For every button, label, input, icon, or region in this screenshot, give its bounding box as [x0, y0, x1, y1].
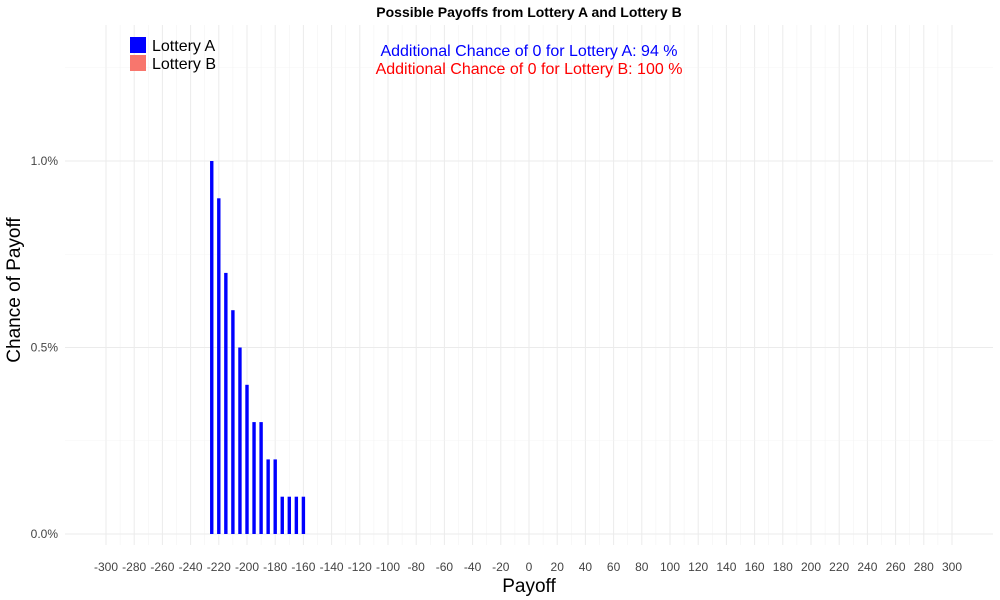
x-tick-label: -80: [408, 560, 426, 574]
annotation-lottery-b: Additional Chance of 0 for Lottery B: 10…: [376, 61, 683, 78]
y-tick-label: 0.0%: [31, 527, 59, 541]
x-tick-label: -180: [263, 560, 287, 574]
x-tick-label: 180: [773, 560, 793, 574]
bar-lottery-a: [210, 161, 214, 534]
x-tick-label: -300: [94, 560, 118, 574]
x-tick-label: -120: [348, 560, 372, 574]
x-axis-title: Payoff: [502, 576, 556, 597]
bar-lottery-a: [259, 422, 263, 534]
x-tick-label: 20: [551, 560, 565, 574]
y-tick-labels: 0.0% 0.5% 1.0%: [31, 154, 59, 541]
x-tick-label: 60: [607, 560, 621, 574]
bar-lottery-a: [245, 384, 249, 534]
y-tick-label: 0.5%: [31, 341, 59, 355]
legend-swatch-lottery-b: [130, 55, 146, 71]
bar-lottery-a: [280, 496, 284, 534]
x-tick-label: -220: [207, 560, 231, 574]
chart-title: Possible Payoffs from Lottery A and Lott…: [376, 4, 681, 20]
x-tick-label: 120: [688, 560, 708, 574]
legend-label-lottery-b: Lottery B: [152, 56, 216, 73]
x-tick-label: -160: [291, 560, 315, 574]
bar-lottery-a: [231, 310, 235, 534]
legend-label-lottery-a: Lottery A: [152, 38, 215, 55]
grid-lines: [65, 25, 993, 545]
legend-swatch-lottery-a: [130, 37, 146, 53]
x-tick-label: 100: [660, 560, 680, 574]
x-tick-label: -20: [492, 560, 510, 574]
bars: [210, 161, 306, 535]
x-tick-label: -240: [179, 560, 203, 574]
x-tick-label: 260: [886, 560, 906, 574]
legend: Lottery A Lottery B: [130, 37, 216, 73]
bar-lottery-a: [294, 496, 299, 534]
x-tick-label: -140: [320, 560, 344, 574]
bar-lottery-a: [217, 198, 221, 535]
x-tick-label: 160: [745, 560, 765, 574]
y-tick-label: 1.0%: [31, 154, 59, 168]
x-tick-label: 40: [579, 560, 593, 574]
x-tick-label: 240: [857, 560, 877, 574]
bar-lottery-a: [238, 347, 242, 534]
bar-lottery-a: [287, 496, 291, 534]
annotation-lottery-a: Additional Chance of 0 for Lottery A: 94…: [380, 43, 677, 60]
x-tick-label: -280: [122, 560, 146, 574]
x-tick-label: 140: [716, 560, 736, 574]
x-tick-label: -100: [376, 560, 400, 574]
x-tick-label: 80: [635, 560, 649, 574]
x-tick-labels: -300 -280 -260 -240 -220 -200 -180 -160 -140 -120…: [94, 560, 962, 574]
x-tick-label: 0: [526, 560, 533, 574]
bar-lottery-a: [252, 422, 256, 534]
bar-lottery-a: [273, 459, 277, 534]
x-tick-label: -200: [235, 560, 259, 574]
x-tick-label: 220: [829, 560, 849, 574]
bar-lottery-a: [266, 459, 270, 534]
y-axis-title: Chance of Payoff: [4, 217, 25, 363]
bar-lottery-a: [301, 496, 306, 534]
x-tick-label: 300: [942, 560, 962, 574]
x-tick-label: 200: [801, 560, 821, 574]
x-tick-label: -60: [436, 560, 454, 574]
x-tick-label: -260: [150, 560, 174, 574]
bar-lottery-a: [224, 272, 228, 534]
x-tick-label: 280: [914, 560, 934, 574]
x-tick-label: -40: [464, 560, 482, 574]
